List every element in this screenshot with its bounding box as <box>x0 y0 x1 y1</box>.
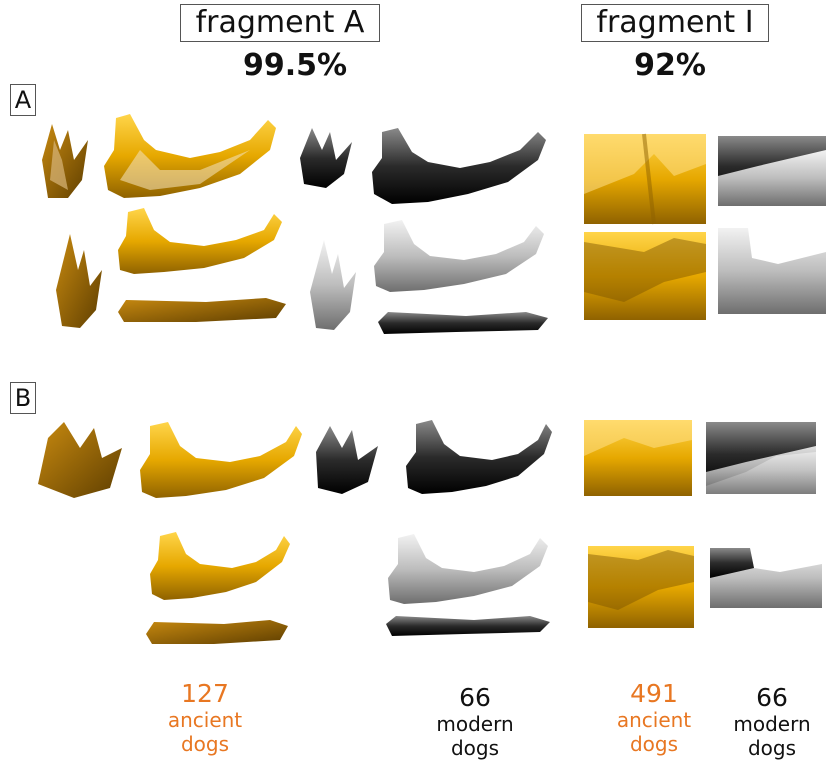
count-label-line2: dogs <box>747 736 797 760</box>
ancient-fragment-i-closeup-b <box>584 420 692 496</box>
ancient-fragment-i-closeup-2 <box>584 232 706 320</box>
ancient-mandible-rear-view-b <box>38 422 122 498</box>
count-label-line1: modern <box>733 712 811 736</box>
count-label-line2: dogs <box>450 736 500 760</box>
ancient-mandible-side-view-2 <box>118 208 282 274</box>
count-label-line1: ancient <box>616 708 692 732</box>
modern-fragment-i-closeup-b <box>706 422 816 494</box>
modern-mandible-side-view-b <box>406 420 552 494</box>
fragment-i-label: fragment I <box>581 4 769 42</box>
modern-mandible-top-view <box>378 312 548 334</box>
panel-label-a: A <box>10 84 36 116</box>
count-number: 66 <box>459 683 491 712</box>
count-modern-fragment-a: 66 modern dogs <box>420 683 530 761</box>
count-number: 491 <box>630 679 678 708</box>
modern-mandible-rear-view-b <box>316 426 378 494</box>
count-label-line1: modern <box>436 712 514 736</box>
ancient-mandible-side-view <box>104 114 276 198</box>
modern-mandible-side-view-2 <box>374 220 544 292</box>
fragment-a-percent: 99.5% <box>242 48 348 83</box>
modern-fragment-i-closeup-2 <box>718 228 826 314</box>
modern-fragment-i-closeup <box>718 136 826 206</box>
count-number: 127 <box>181 679 229 708</box>
count-ancient-fragment-a: 127 ancient dogs <box>150 679 260 757</box>
ancient-mandible-top-view <box>118 298 286 322</box>
fragment-i-percent: 92% <box>634 48 706 83</box>
count-ancient-fragment-i: 491 ancient dogs <box>604 679 704 757</box>
ancient-mandible-side-view-b2 <box>150 532 290 600</box>
ancient-mandible-rear-view-2 <box>56 234 102 328</box>
ancient-fragment-i-closeup <box>584 133 706 225</box>
modern-mandible-top-view-b <box>386 616 550 636</box>
ancient-mandible-top-view-b <box>146 620 288 644</box>
count-label-line2: dogs <box>180 732 230 756</box>
count-label-line2: dogs <box>629 732 679 756</box>
count-number: 66 <box>756 683 788 712</box>
panel-label-b: B <box>10 382 36 414</box>
count-label-line1: ancient <box>167 708 243 732</box>
ancient-mandible-rear-view <box>42 124 88 198</box>
ancient-mandible-side-view-b <box>140 422 302 498</box>
modern-mandible-side-view-b2 <box>388 534 548 604</box>
ancient-fragment-i-closeup-b2 <box>588 546 694 628</box>
modern-mandible-rear-view <box>300 128 352 188</box>
modern-mandible-rear-view-2 <box>310 240 356 330</box>
modern-fragment-i-closeup-b2 <box>710 548 822 608</box>
fragment-a-label: fragment A <box>180 4 380 42</box>
modern-mandible-side-view <box>372 128 546 204</box>
count-modern-fragment-i: 66 modern dogs <box>722 683 822 761</box>
